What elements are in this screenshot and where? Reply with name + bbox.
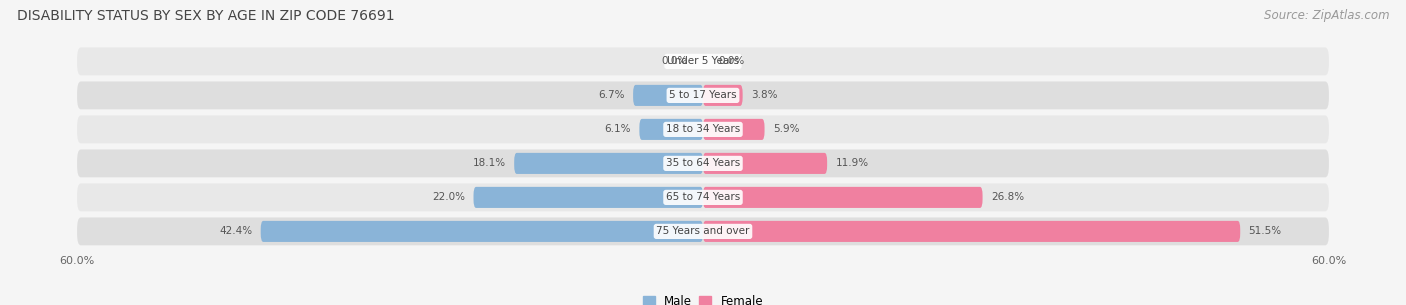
- Text: 18.1%: 18.1%: [472, 158, 506, 168]
- Text: 51.5%: 51.5%: [1249, 226, 1282, 236]
- FancyBboxPatch shape: [515, 153, 703, 174]
- Text: 0.0%: 0.0%: [661, 56, 688, 66]
- FancyBboxPatch shape: [703, 119, 765, 140]
- FancyBboxPatch shape: [77, 184, 1329, 211]
- FancyBboxPatch shape: [474, 187, 703, 208]
- FancyBboxPatch shape: [703, 153, 827, 174]
- Text: 75 Years and over: 75 Years and over: [657, 226, 749, 236]
- Legend: Male, Female: Male, Female: [641, 293, 765, 305]
- FancyBboxPatch shape: [77, 149, 1329, 177]
- FancyBboxPatch shape: [77, 116, 1329, 143]
- Text: Source: ZipAtlas.com: Source: ZipAtlas.com: [1264, 9, 1389, 22]
- FancyBboxPatch shape: [703, 221, 1240, 242]
- Text: Under 5 Years: Under 5 Years: [666, 56, 740, 66]
- Text: 65 to 74 Years: 65 to 74 Years: [666, 192, 740, 203]
- FancyBboxPatch shape: [77, 48, 1329, 75]
- FancyBboxPatch shape: [633, 85, 703, 106]
- Text: 26.8%: 26.8%: [991, 192, 1024, 203]
- Text: DISABILITY STATUS BY SEX BY AGE IN ZIP CODE 76691: DISABILITY STATUS BY SEX BY AGE IN ZIP C…: [17, 9, 395, 23]
- Text: 22.0%: 22.0%: [432, 192, 465, 203]
- Text: 3.8%: 3.8%: [751, 90, 778, 100]
- FancyBboxPatch shape: [77, 217, 1329, 245]
- FancyBboxPatch shape: [640, 119, 703, 140]
- FancyBboxPatch shape: [703, 187, 983, 208]
- Text: 35 to 64 Years: 35 to 64 Years: [666, 158, 740, 168]
- Text: 11.9%: 11.9%: [835, 158, 869, 168]
- FancyBboxPatch shape: [77, 81, 1329, 109]
- Text: 18 to 34 Years: 18 to 34 Years: [666, 124, 740, 135]
- FancyBboxPatch shape: [703, 85, 742, 106]
- FancyBboxPatch shape: [260, 221, 703, 242]
- Text: 6.1%: 6.1%: [605, 124, 631, 135]
- Text: 5 to 17 Years: 5 to 17 Years: [669, 90, 737, 100]
- Text: 42.4%: 42.4%: [219, 226, 252, 236]
- Text: 5.9%: 5.9%: [773, 124, 800, 135]
- Text: 0.0%: 0.0%: [718, 56, 745, 66]
- Text: 6.7%: 6.7%: [599, 90, 624, 100]
